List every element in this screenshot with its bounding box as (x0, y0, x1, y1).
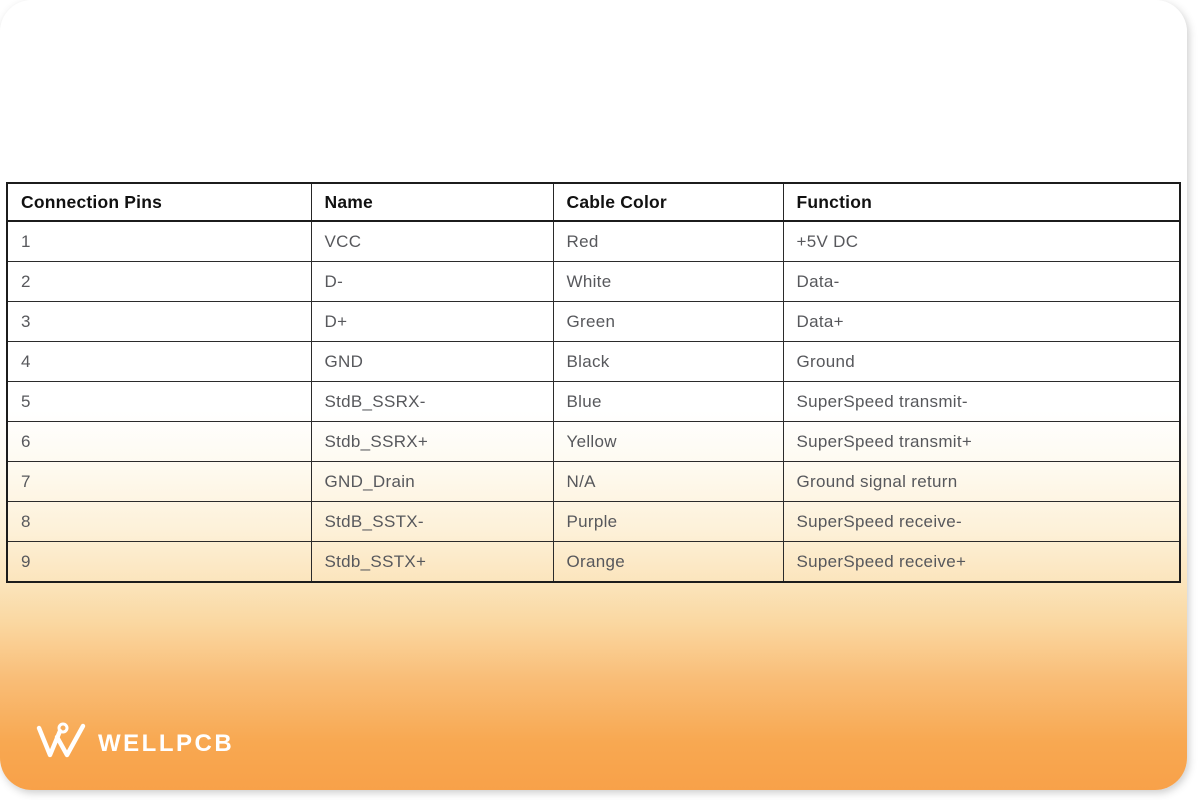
cell-cable-color: Black (552, 341, 784, 382)
cell-name: GND (310, 341, 554, 382)
column-header-function: Function (782, 182, 1181, 222)
table-header-row: Connection Pins Name Cable Color Functio… (6, 182, 1181, 222)
table-row: 7 GND_Drain N/A Ground signal return (6, 461, 1181, 502)
cell-name: StdB_SSRX- (310, 381, 554, 422)
pinout-table: Connection Pins Name Cable Color Functio… (6, 182, 1181, 583)
cell-function: Ground (782, 341, 1181, 382)
cell-name: VCC (310, 220, 554, 262)
table-row: 8 StdB_SSTX- Purple SuperSpeed receive- (6, 501, 1181, 542)
cell-name: Stdb_SSRX+ (310, 421, 554, 462)
cell-name: D- (310, 261, 554, 302)
cell-pin: 3 (6, 301, 312, 342)
cell-cable-color: Green (552, 301, 784, 342)
cell-pin: 6 (6, 421, 312, 462)
cell-function: SuperSpeed receive+ (782, 541, 1181, 583)
table-row: 4 GND Black Ground (6, 341, 1181, 382)
cell-cable-color: Blue (552, 381, 784, 422)
cell-name: D+ (310, 301, 554, 342)
table-row: 3 D+ Green Data+ (6, 301, 1181, 342)
cell-cable-color: Purple (552, 501, 784, 542)
cell-cable-color: White (552, 261, 784, 302)
wellpcb-logo: WELLPCB (36, 720, 234, 762)
table-row: 5 StdB_SSRX- Blue SuperSpeed transmit- (6, 381, 1181, 422)
cell-function: SuperSpeed receive- (782, 501, 1181, 542)
cell-pin: 8 (6, 501, 312, 542)
cell-cable-color: Yellow (552, 421, 784, 462)
column-header-cable-color: Cable Color (552, 182, 784, 222)
cell-pin: 2 (6, 261, 312, 302)
cell-cable-color: Orange (552, 541, 784, 583)
table-row: 6 Stdb_SSRX+ Yellow SuperSpeed transmit+ (6, 421, 1181, 462)
column-header-connection-pins: Connection Pins (6, 182, 312, 222)
column-header-name: Name (310, 182, 554, 222)
cell-pin: 4 (6, 341, 312, 382)
table-row: 1 VCC Red +5V DC (6, 220, 1181, 262)
cell-function: +5V DC (782, 220, 1181, 262)
cell-pin: 5 (6, 381, 312, 422)
cell-cable-color: N/A (552, 461, 784, 502)
cell-function: SuperSpeed transmit+ (782, 421, 1181, 462)
cell-function: Data+ (782, 301, 1181, 342)
cell-name: StdB_SSTX- (310, 501, 554, 542)
cell-name: Stdb_SSTX+ (310, 541, 554, 583)
cell-function: SuperSpeed transmit- (782, 381, 1181, 422)
wellpcb-w-icon (36, 722, 86, 758)
cell-function: Data- (782, 261, 1181, 302)
cell-pin: 7 (6, 461, 312, 502)
table-row: 2 D- White Data- (6, 261, 1181, 302)
cell-name: GND_Drain (310, 461, 554, 502)
wellpcb-logo-text: WELLPCB (98, 730, 235, 757)
table-row: 9 Stdb_SSTX+ Orange SuperSpeed receive+ (6, 541, 1181, 583)
cell-pin: 9 (6, 541, 312, 583)
cell-pin: 1 (6, 220, 312, 262)
cell-function: Ground signal return (782, 461, 1181, 502)
infographic-card: Connection Pins Name Cable Color Functio… (0, 0, 1187, 790)
cell-cable-color: Red (552, 220, 784, 262)
